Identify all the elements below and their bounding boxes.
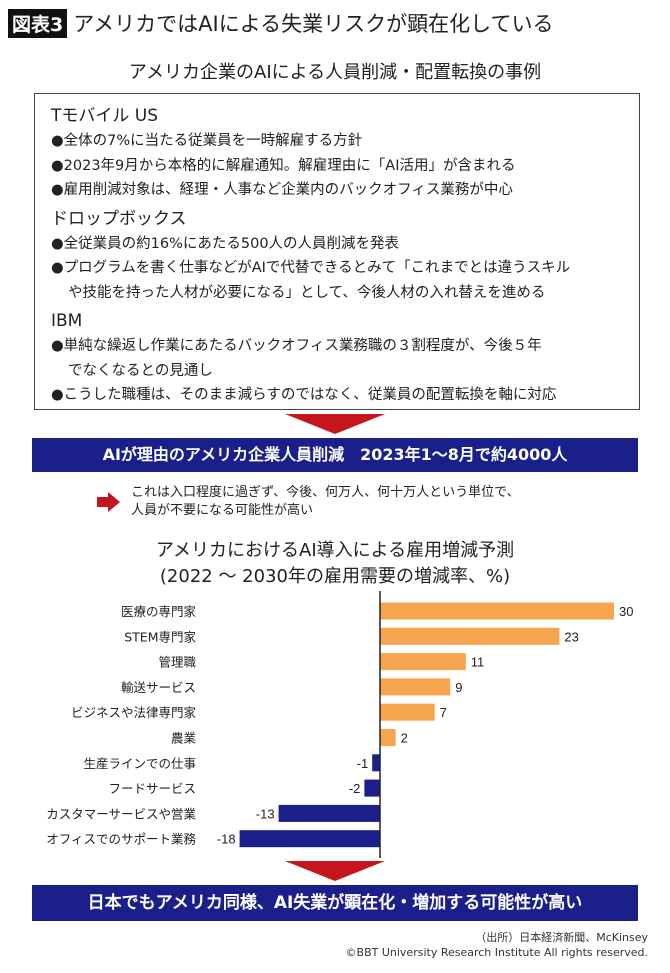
bar xyxy=(372,754,380,772)
bar xyxy=(364,779,380,797)
company-name: IBM xyxy=(51,311,83,331)
category-label: 管理職 xyxy=(158,655,196,670)
value-label: -13 xyxy=(256,806,275,821)
down-arrow-icon xyxy=(285,861,385,881)
category-label: STEM専門家 xyxy=(124,629,196,644)
company-name: Tモバイル US xyxy=(51,106,159,126)
source-line: （出所）日本経済新聞、McKinsey xyxy=(475,931,648,944)
case-item: ●単純な繰返し作業にあたるバックオフィス業務職の３割程度が、今後５年 xyxy=(51,338,542,354)
bar-chart: 医療の専門家 30 STEM専門家 23 管理職 11 輸送サービス 9 ビジネスや法律専門家 7… xyxy=(46,591,633,858)
case-item: や技能を持った人材が必要になる」として、今後人材の入れ替えを進める xyxy=(68,284,546,301)
category-label: 医療の専門家 xyxy=(121,604,197,619)
conclusion-banner: 日本でもアメリカ同様、AI失業が顕在化・増加する可能性が高い xyxy=(32,885,638,921)
value-label: 7 xyxy=(440,705,447,720)
value-label: -1 xyxy=(357,756,369,771)
figure-title-text: アメリカではAIによる失業リスクが顕在化している xyxy=(73,12,554,36)
case-item: ●全体の7%に当たる従業員を一時解雇する方針 xyxy=(51,133,363,149)
value-label: 11 xyxy=(471,655,485,670)
right-arrow-icon xyxy=(97,492,121,512)
summary-banner: AIが理由のアメリカ企業人員削減 2023年1〜8月で約4000人 xyxy=(32,438,638,472)
bar xyxy=(380,703,435,721)
case-item: ●こうした職種は、そのまま減らすのではなく、従業員の配置転換を軸に対応 xyxy=(51,387,557,403)
figure-title: 図表3 アメリカではAIによる失業リスクが顕在化している xyxy=(8,8,553,38)
bar xyxy=(380,653,466,671)
value-label: -2 xyxy=(349,781,361,796)
chart-title-line: アメリカにおけるAI導入による雇用増減予測 xyxy=(155,540,515,561)
value-label: 2 xyxy=(401,731,408,746)
company-name: ドロップボックス xyxy=(51,208,187,229)
category-label: 輸送サービス xyxy=(121,680,196,695)
category-label: オフィスでのサポート業務 xyxy=(46,832,196,847)
note-line: 人員が不要になる可能性が高い xyxy=(131,503,314,518)
case-item: ●全従業員の約16%にあたる500人の人員削減を発表 xyxy=(51,235,400,252)
value-label: 30 xyxy=(619,604,633,619)
chart-subtitle: (2022 〜 2030年の雇用需要の増減率、%) xyxy=(159,566,511,587)
down-arrow-icon xyxy=(285,414,385,434)
category-label: カスタマーサービスや営業 xyxy=(46,806,196,821)
figure-badge: 図表3 xyxy=(8,8,68,38)
bar xyxy=(380,602,614,620)
category-label: 農業 xyxy=(171,731,197,746)
bar xyxy=(380,729,396,746)
note: これは入口程度に過ぎず、今後、何万人、何十万人という単位で、 人員が不要になる可… xyxy=(97,484,520,520)
value-label: -18 xyxy=(217,832,236,847)
bar xyxy=(380,678,451,696)
value-label: 23 xyxy=(564,629,578,644)
chart-title: アメリカにおけるAI導入による雇用増減予測 (2022 〜 2030年の雇用需要… xyxy=(0,538,670,590)
case-item: でなくなるとの見通し xyxy=(68,362,213,379)
copyright: ©BBT University Research Institute All r… xyxy=(345,946,648,959)
source: （出所）日本経済新聞、McKinsey ©BBT University Rese… xyxy=(346,930,648,960)
bar xyxy=(380,627,560,645)
case-item: ●プログラムを書く仕事などがAIで代替できるとみて「これまでとは違うスキル xyxy=(51,260,571,276)
value-label: 9 xyxy=(455,680,462,695)
bar xyxy=(278,804,380,822)
case-item: ●2023年9月から本格的に解雇通知。解雇理由に「AI活用」が含まれる xyxy=(51,157,516,174)
category-label: フードサービス xyxy=(108,781,196,796)
note-line: これは入口程度に過ぎず、今後、何万人、何十万人という単位で、 xyxy=(131,485,520,500)
category-label: ビジネスや法律専門家 xyxy=(71,705,197,720)
case-item: ●雇用削減対象は、経理・人事など企業内のバックオフィス業務が中心 xyxy=(51,182,513,198)
category-label: 生産ラインでの仕事 xyxy=(83,756,196,771)
cases-title: アメリカ企業のAIによる人員削減・配置転換の事例 xyxy=(128,62,542,83)
bar xyxy=(239,830,380,848)
cases-box: Tモバイル US ●全体の7%に当たる従業員を一時解雇する方針 ●2023年9月… xyxy=(34,93,640,410)
